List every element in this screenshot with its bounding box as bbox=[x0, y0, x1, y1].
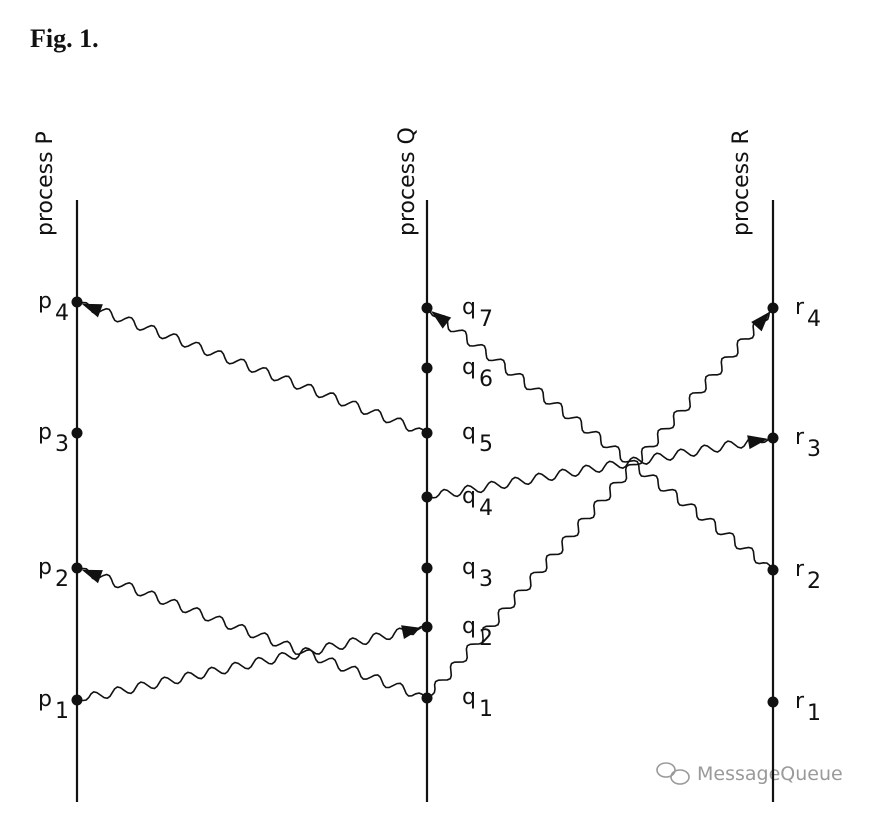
event-letter: p bbox=[38, 289, 52, 314]
event-letter: r bbox=[795, 425, 805, 450]
event-dot bbox=[421, 362, 433, 374]
event-subscript: 3 bbox=[55, 432, 69, 457]
event-subscript: 6 bbox=[479, 367, 493, 392]
event-subscript: 4 bbox=[807, 307, 821, 332]
event-subscript: 1 bbox=[479, 697, 493, 722]
message bbox=[426, 307, 774, 571]
event-dot bbox=[421, 621, 433, 633]
event-dot bbox=[421, 562, 433, 574]
message bbox=[76, 567, 428, 699]
arrowhead bbox=[747, 435, 769, 450]
figure-title: Fig. 1. bbox=[30, 24, 99, 53]
arrowhead bbox=[430, 311, 452, 329]
event-dot bbox=[421, 427, 433, 439]
event-subscript: 5 bbox=[479, 432, 493, 457]
event-letter: r bbox=[795, 689, 805, 714]
event-dot bbox=[421, 692, 433, 704]
event-dot bbox=[767, 696, 779, 708]
event-subscript: 1 bbox=[55, 699, 69, 724]
event-letter: q bbox=[462, 420, 476, 445]
event-subscript: 3 bbox=[479, 567, 493, 592]
event-dot bbox=[71, 427, 83, 439]
message bbox=[76, 301, 428, 434]
watermark-icon bbox=[656, 762, 690, 785]
event-letter: q bbox=[462, 295, 476, 320]
event-dot bbox=[421, 302, 433, 314]
event-subscript: 3 bbox=[807, 437, 821, 462]
arrowhead bbox=[81, 569, 103, 584]
event-subscript: 1 bbox=[807, 701, 821, 726]
event-dot bbox=[71, 562, 83, 574]
event-letter: p bbox=[38, 420, 52, 445]
event-dot bbox=[767, 302, 779, 314]
event-letter: r bbox=[795, 295, 805, 320]
event-dot bbox=[767, 432, 779, 444]
message bbox=[426, 436, 774, 499]
event-letter: q bbox=[462, 355, 476, 380]
event-letter: p bbox=[38, 687, 52, 712]
message bbox=[77, 625, 428, 702]
event-letter: q bbox=[462, 484, 476, 509]
event-subscript: 7 bbox=[479, 307, 493, 332]
arrowhead bbox=[751, 311, 770, 332]
event-subscript: 2 bbox=[55, 567, 69, 592]
event-subscript: 2 bbox=[807, 569, 821, 594]
event-dot bbox=[767, 564, 779, 576]
event-dot bbox=[71, 694, 83, 706]
message bbox=[426, 307, 774, 699]
event-dot bbox=[71, 296, 83, 308]
process-label: process P bbox=[33, 131, 58, 236]
event-letter: q bbox=[462, 614, 476, 639]
event-letter: r bbox=[795, 557, 805, 582]
event-dot bbox=[421, 491, 433, 503]
arrowhead bbox=[401, 625, 423, 639]
event-letter: q bbox=[462, 685, 476, 710]
event-letter: q bbox=[462, 555, 476, 580]
process-label: process Q bbox=[395, 127, 420, 236]
watermark: MessageQueue bbox=[697, 763, 843, 785]
event-subscript: 2 bbox=[479, 626, 493, 651]
event-subscript: 4 bbox=[55, 301, 69, 326]
arrowhead bbox=[81, 303, 103, 318]
event-letter: p bbox=[38, 555, 52, 580]
process-label: process R bbox=[729, 129, 754, 236]
event-subscript: 4 bbox=[479, 496, 493, 521]
